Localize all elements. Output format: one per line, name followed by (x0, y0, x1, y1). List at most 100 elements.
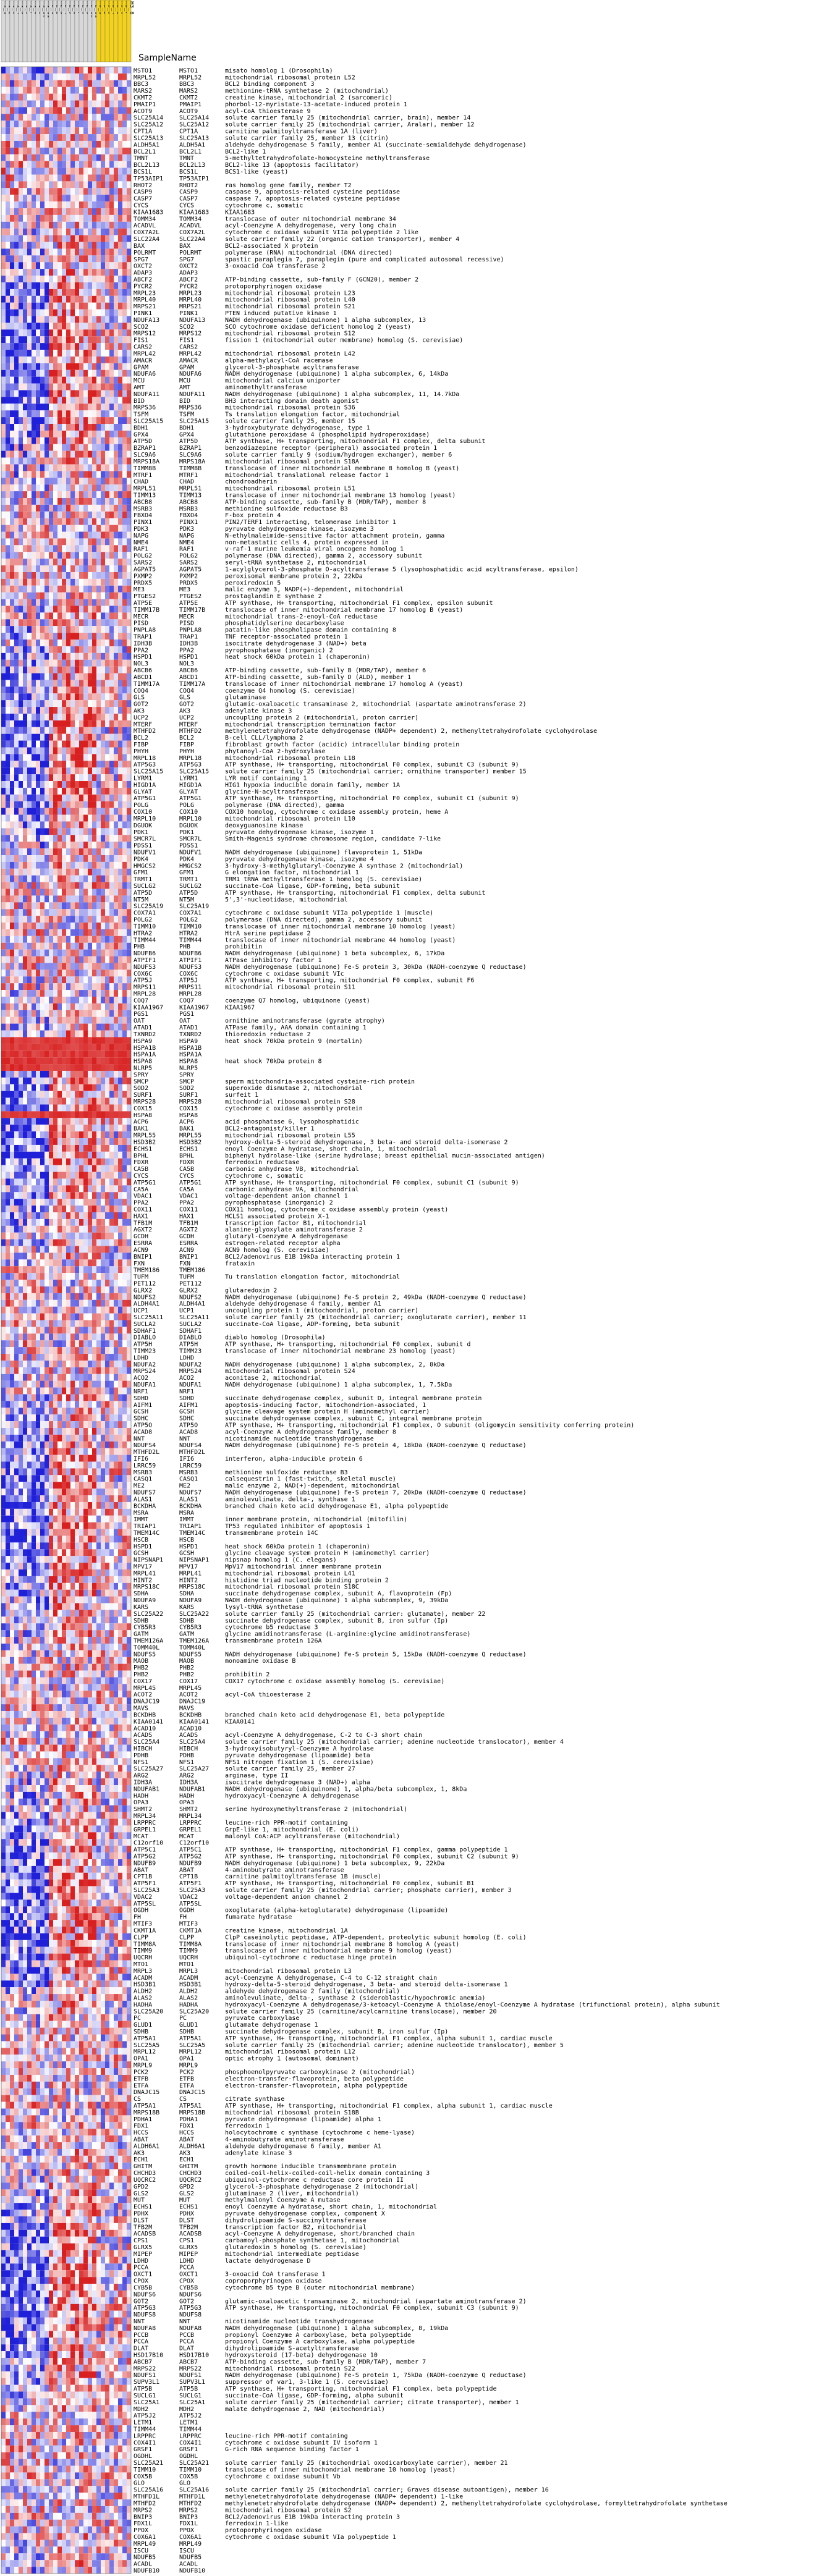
heatmap-cell (88, 963, 92, 970)
heatmap-cell (1, 646, 6, 653)
heatmap-cell (75, 329, 79, 337)
heatmap-cell (101, 464, 105, 471)
heatmap-cell (53, 491, 57, 498)
heatmap-cell (101, 242, 105, 249)
heatmap-cell (127, 848, 131, 855)
heatmap-cell (118, 929, 122, 936)
heatmap-cell (23, 1111, 27, 1118)
heatmap-cell (36, 666, 40, 674)
heatmap-cell (75, 659, 79, 667)
heatmap-cell (19, 909, 23, 916)
heatmap-cell (101, 740, 105, 748)
heatmap-cell (36, 781, 40, 788)
heatmap-cell (66, 80, 70, 87)
heatmap-cell (70, 195, 75, 202)
heatmap-cell (45, 700, 49, 707)
heatmap-cell (83, 942, 88, 950)
heatmap-cell (122, 350, 127, 357)
heatmap-cell (79, 120, 83, 128)
heatmap-cell (92, 235, 96, 242)
heatmap-cell (19, 518, 23, 525)
heatmap-cell (75, 781, 79, 788)
heatmap-cell (122, 619, 127, 627)
heatmap-cell (53, 154, 57, 161)
heatmap-cell (14, 585, 19, 593)
heatmap-cell (114, 808, 118, 815)
heatmap-cell (109, 599, 114, 606)
heatmap-cell (19, 740, 23, 748)
heatmap-cell (40, 929, 45, 936)
heatmap-cell (40, 733, 45, 741)
column-headers: H1_1H1_2H1_3H1_4H1_5H1_6H1_7H1_8H1_9H1_1… (1, 0, 135, 62)
heatmap-cell (6, 417, 10, 424)
heatmap-cell (114, 949, 118, 956)
heatmap-cell (109, 646, 114, 653)
heatmap-cell (53, 1023, 57, 1031)
heatmap-cell (96, 309, 101, 316)
heatmap-cell (62, 902, 66, 910)
heatmap-cell (19, 424, 23, 431)
heatmap-cell (79, 949, 83, 956)
heatmap-cell (40, 1165, 45, 1172)
heatmap-cell (101, 585, 105, 593)
heatmap-cell (32, 1104, 36, 1112)
heatmap-cell (23, 808, 27, 815)
heatmap-cell (66, 127, 70, 135)
heatmap-cell (40, 720, 45, 727)
heatmap-cell (79, 1118, 83, 1125)
heatmap-cell (40, 336, 45, 344)
heatmap-cell (49, 619, 53, 627)
heatmap-cell (23, 336, 27, 344)
heatmap-cell (6, 585, 10, 593)
heatmap-cell (109, 633, 114, 640)
heatmap-cell (114, 282, 118, 289)
heatmap-cell (10, 140, 14, 148)
heatmap-cell (27, 552, 32, 559)
heatmap-cell (66, 491, 70, 498)
heatmap-cell (118, 787, 122, 795)
heatmap-cell (88, 343, 92, 350)
heatmap-cell (109, 640, 114, 646)
heatmap-cell (49, 646, 53, 653)
heatmap-cell (114, 754, 118, 761)
heatmap-cell (88, 417, 92, 424)
heatmap-cell (66, 397, 70, 404)
heatmap-cell (45, 161, 49, 168)
heatmap-cell (36, 504, 40, 512)
heatmap-cell (45, 1097, 49, 1105)
heatmap-cell (105, 559, 109, 566)
heatmap-cell (70, 916, 75, 923)
heatmap-cell (45, 343, 49, 350)
heatmap-cell (105, 612, 109, 620)
heatmap-cell (23, 120, 27, 128)
heatmap-cell (70, 565, 75, 572)
heatmap-cell (75, 221, 79, 229)
heatmap-cell (66, 882, 70, 889)
heatmap-cell (6, 821, 10, 829)
heatmap-cell (88, 1151, 92, 1159)
heatmap-cell (6, 801, 10, 808)
heatmap-cell (62, 1144, 66, 1152)
heatmap-cell (23, 976, 27, 984)
heatmap-cell (36, 114, 40, 121)
heatmap-cell (88, 120, 92, 128)
heatmap-cell (6, 909, 10, 916)
heatmap-cell (19, 1057, 23, 1065)
heatmap-cell (109, 174, 114, 182)
heatmap-cell (75, 652, 79, 660)
heatmap-cell (32, 1144, 36, 1152)
heatmap-cell (23, 93, 27, 101)
heatmap-cell (122, 720, 127, 727)
heatmap-cell (75, 1165, 79, 1172)
heatmap-cell (88, 471, 92, 478)
heatmap-cell (49, 976, 53, 984)
heatmap-cell (70, 808, 75, 815)
heatmap-cell (118, 983, 122, 990)
heatmap-cell (45, 640, 49, 646)
heatmap-cell (27, 221, 32, 229)
heatmap-cell (27, 73, 32, 80)
heatmap-cell (83, 646, 88, 653)
heatmap-cell (66, 235, 70, 242)
heatmap-cell (105, 295, 109, 303)
heatmap-cell (62, 1125, 66, 1132)
